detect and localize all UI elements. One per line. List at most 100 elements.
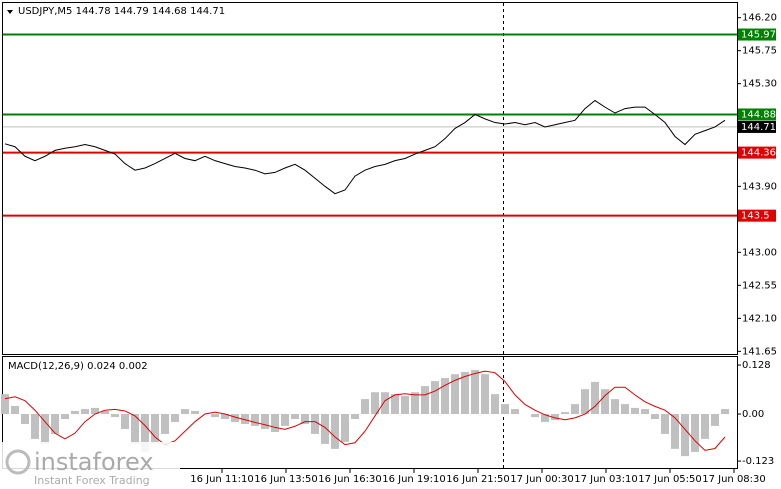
macd-bar bbox=[251, 414, 259, 426]
macd-bar bbox=[701, 414, 709, 439]
macd-bar bbox=[181, 409, 189, 415]
x-tick-label: 16 Jun 11:10 bbox=[190, 474, 254, 485]
macd-bar bbox=[681, 414, 689, 457]
level-tag bbox=[738, 28, 776, 41]
y-tick-label: -0.123 bbox=[742, 456, 774, 467]
macd-bar bbox=[631, 407, 639, 415]
macd-bar bbox=[11, 405, 19, 415]
x-tick-label: 17 Jun 03:10 bbox=[574, 474, 638, 485]
macd-bar bbox=[321, 414, 329, 444]
x-tick-label: 17 Jun 00:30 bbox=[510, 474, 574, 485]
macd-bar bbox=[541, 414, 549, 423]
macd-bar bbox=[581, 389, 589, 415]
menu-arrow bbox=[7, 10, 13, 14]
macd-bar bbox=[351, 414, 359, 420]
macd-bar bbox=[191, 410, 199, 415]
level-tag bbox=[738, 146, 776, 159]
macd-bar bbox=[511, 409, 519, 415]
macd-bar bbox=[81, 409, 89, 415]
price-line bbox=[4, 99, 726, 195]
last-price-label: 144.71 bbox=[741, 122, 776, 133]
macd-bar bbox=[561, 412, 569, 415]
last-price-tag bbox=[738, 120, 776, 133]
watermark-tagline: Instant Forex Trading bbox=[34, 474, 150, 487]
macd-bar bbox=[261, 414, 269, 429]
level-label: 144.88 bbox=[741, 109, 776, 120]
macd-bar bbox=[571, 404, 579, 415]
macd-bar bbox=[411, 392, 419, 415]
macd-bar bbox=[461, 371, 469, 415]
macd-bar bbox=[501, 404, 509, 415]
macd-bar bbox=[381, 392, 389, 415]
macd-bar bbox=[641, 409, 649, 415]
macd-bar bbox=[341, 414, 349, 442]
macd-bar bbox=[91, 407, 99, 415]
macd-bar bbox=[41, 414, 49, 444]
macd-bar bbox=[131, 414, 139, 444]
macd-bar bbox=[391, 394, 399, 415]
x-tick-label: 16 Jun 13:50 bbox=[254, 474, 318, 485]
y-tick-label: 142.10 bbox=[742, 313, 777, 324]
macd-bar bbox=[311, 414, 319, 434]
macd-bar bbox=[481, 374, 489, 415]
macd-bar bbox=[431, 381, 439, 415]
y-tick-label: 143.00 bbox=[742, 247, 777, 258]
x-tick-label: 16 Jun 19:10 bbox=[382, 474, 446, 485]
price-title: USDJPY,M5 144.78 144.79 144.68 144.71 bbox=[18, 6, 225, 17]
x-tick-label: 16 Jun 21:50 bbox=[446, 474, 510, 485]
level-label: 145.97 bbox=[741, 30, 776, 41]
signal-line bbox=[4, 370, 726, 451]
watermark: instaforex Instant Forex Trading bbox=[0, 442, 180, 489]
macd-bar bbox=[441, 378, 449, 415]
watermark-logo bbox=[5, 449, 31, 475]
macd-bar bbox=[711, 414, 719, 426]
level-tag bbox=[738, 209, 776, 222]
macd-bar bbox=[721, 409, 729, 415]
y-tick-label: 141.65 bbox=[742, 346, 777, 357]
macd-bar bbox=[31, 414, 39, 439]
macd-bar bbox=[601, 389, 609, 415]
macd-bar bbox=[291, 414, 299, 420]
macd-bar bbox=[661, 414, 669, 434]
macd-bar bbox=[371, 392, 379, 415]
macd-bar bbox=[361, 399, 369, 415]
macd-bar bbox=[121, 414, 129, 429]
macd-bar bbox=[241, 414, 249, 424]
y-tick-label: 145.75 bbox=[742, 46, 777, 57]
macd-bar bbox=[151, 414, 159, 444]
macd-bar bbox=[271, 414, 279, 433]
macd-bar bbox=[611, 399, 619, 415]
macd-bar bbox=[621, 404, 629, 415]
y-tick-label: 145.30 bbox=[742, 79, 777, 90]
macd-bar bbox=[221, 414, 229, 420]
level-label: 143.5 bbox=[741, 211, 770, 222]
level-tag bbox=[738, 108, 776, 121]
macd-bar bbox=[141, 414, 149, 452]
macd-bar bbox=[551, 414, 559, 421]
y-tick-label: 146.20 bbox=[742, 13, 777, 24]
macd-bar bbox=[451, 374, 459, 415]
macd-bar bbox=[331, 414, 339, 449]
macd-bar bbox=[651, 414, 659, 420]
macd-bar bbox=[401, 396, 409, 415]
macd-bar bbox=[491, 394, 499, 415]
macd-bar bbox=[21, 414, 29, 424]
macd-bar bbox=[71, 410, 79, 415]
x-tick-label: 17 Jun 08:30 bbox=[702, 474, 766, 485]
macd-bar bbox=[691, 414, 699, 452]
macd-bar bbox=[161, 414, 169, 434]
macd-bar bbox=[211, 414, 219, 418]
macd-bar bbox=[171, 414, 179, 423]
y-tick-label: 143.90 bbox=[742, 181, 777, 192]
watermark-brand: instaforex bbox=[34, 448, 154, 476]
macd-bar bbox=[421, 386, 429, 415]
macd-bar bbox=[111, 414, 119, 418]
level-label: 144.36 bbox=[741, 148, 776, 159]
macd-title: MACD(12,26,9) 0.024 0.002 bbox=[8, 361, 148, 372]
macd-bar bbox=[301, 414, 309, 424]
macd-bar bbox=[281, 414, 289, 426]
x-tick-label: 16 Jun 16:30 bbox=[318, 474, 382, 485]
x-tick-label: 17 Jun 05:50 bbox=[638, 474, 702, 485]
